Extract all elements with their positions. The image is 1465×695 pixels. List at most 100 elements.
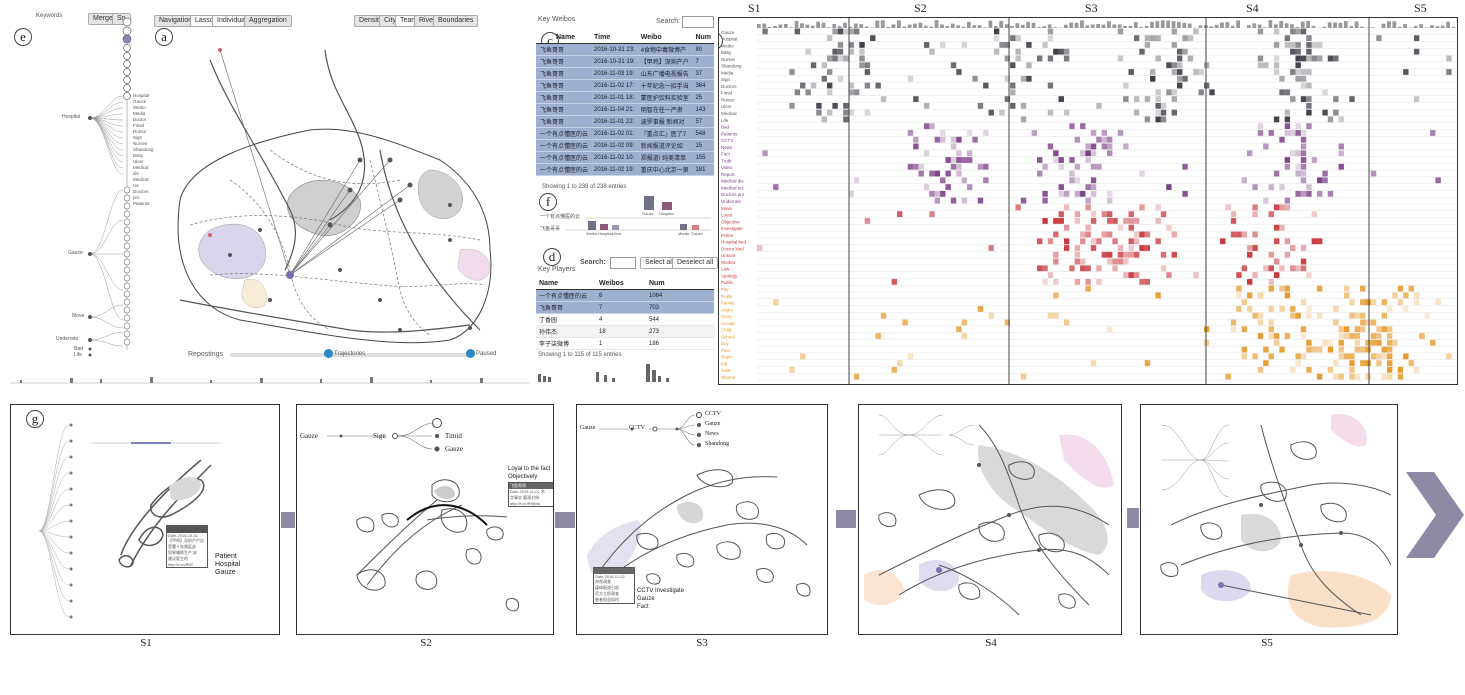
row-label[interactable]: Truth	[721, 158, 732, 163]
leaf[interactable]: Fimid	[133, 123, 144, 128]
row-label[interactable]: Investigate	[721, 226, 743, 231]
row-label[interactable]: Public	[721, 280, 734, 285]
row-label[interactable]: Angry	[721, 307, 734, 312]
leaf[interactable]: Weibo	[133, 105, 146, 110]
weibo-row[interactable]: 飞鱼哥哥 2016-11-03 19: 山东广播电视报告 37	[536, 67, 714, 80]
leaf[interactable]: Medical rec	[133, 177, 149, 188]
weibo-row[interactable]: 飞鱼哥哥 2016-11-02 17: 十年纪念一招手当 364	[536, 79, 714, 92]
tree-group-move[interactable]: Move	[72, 313, 85, 319]
row-label[interactable]: Worker	[721, 260, 736, 265]
row-label[interactable]: Nurses	[721, 57, 736, 62]
timeline-panel[interactable]: Gauze Hospital Weibo Baby Nurses Shandong Medi…	[718, 17, 1458, 385]
leaf[interactable]: Patients	[133, 201, 150, 206]
weibo-row[interactable]: 飞鱼哥哥 2016-10-31 23: 4食物中毒微博产 80	[536, 43, 714, 56]
row-label[interactable]: Pain	[721, 348, 731, 353]
row-label[interactable]: Sign	[721, 77, 731, 82]
tree-group-gauze[interactable]: Gauze	[68, 250, 83, 256]
weibo-search-input[interactable]	[682, 16, 714, 28]
select-all-button[interactable]: Select all	[640, 257, 679, 269]
row-label[interactable]: School	[721, 334, 735, 339]
weibo-row[interactable]: 飞鱼哥哥 2016-11-01 22: 波罗事报 新闻对 57	[536, 115, 714, 128]
row-label[interactable]: Kill	[721, 361, 727, 366]
row-label[interactable]: Rumor	[721, 97, 735, 102]
row-label[interactable]: Law	[721, 267, 730, 272]
row-label[interactable]: Doctors pro	[721, 192, 745, 197]
row-label[interactable]: Life	[721, 118, 729, 123]
weibo-row[interactable]: 飞鱼哥哥 2016-10-31 19: 【甲鸡】深圳产户 7	[536, 55, 714, 68]
snapshot-s3[interactable]: Gauze CCTV CCTV Gauze News Shandong Date…	[576, 404, 828, 635]
row-label[interactable]: Child	[721, 328, 732, 333]
map-canvas[interactable]	[150, 30, 530, 350]
col-name[interactable]: Name	[536, 32, 592, 44]
row-label[interactable]: Police	[721, 233, 734, 238]
row-label[interactable]: Gauze	[721, 30, 735, 35]
col-time[interactable]: Time	[591, 32, 638, 44]
row-label[interactable]: Apology	[721, 273, 738, 278]
row-label[interactable]: Loyal	[721, 213, 732, 218]
row-label[interactable]: Shandong	[721, 64, 742, 69]
row-label[interactable]: CCTV	[721, 138, 733, 143]
row-label[interactable]: Report	[721, 172, 735, 177]
player-row[interactable]: 丁香园 4 544	[536, 313, 714, 326]
row-label[interactable]: Family	[721, 301, 735, 306]
row-label[interactable]: Fact	[721, 152, 731, 157]
leaf[interactable]: Doctor	[133, 117, 147, 122]
leaf[interactable]: Sign	[133, 135, 143, 140]
navigation-button[interactable]: Navigation	[154, 15, 198, 27]
leaf[interactable]: Medical dis	[133, 165, 149, 176]
row-label[interactable]: Baby	[721, 50, 732, 55]
row-label[interactable]: Doctors	[721, 84, 737, 89]
deselect-all-button[interactable]: Deselect all	[672, 257, 719, 269]
row-label[interactable]: Joke	[721, 368, 731, 373]
row-label[interactable]: Unsure	[721, 253, 736, 258]
weibo-row[interactable]: 一个有点懂医的云 2016-11-02 19: 重庆中心北京一第 181	[536, 163, 714, 176]
row-label[interactable]: Shame	[721, 375, 736, 380]
leaf[interactable]: Ulcer	[133, 159, 144, 164]
row-label[interactable]: Medical dis	[721, 179, 744, 184]
leaf[interactable]: Baby	[133, 153, 144, 158]
tree-group-hospital[interactable]: Hospital	[62, 114, 81, 120]
weibo-row[interactable]: 一个有点懂医的云 2016-11-02 01: 『重点汇』医了7 548	[536, 127, 714, 140]
player-row[interactable]: 李子柒微博 1 186	[536, 337, 714, 350]
paused-handle[interactable]	[466, 349, 475, 358]
row-label[interactable]: Weibo	[721, 43, 734, 48]
row-label[interactable]: Accept	[721, 321, 736, 326]
row-label[interactable]: Boy	[721, 341, 730, 346]
row-label[interactable]: Reply	[721, 294, 733, 299]
leaf[interactable]: Hospital	[133, 93, 150, 98]
col-player-weibos[interactable]: Weibos	[596, 278, 646, 290]
leaf[interactable]: Media	[133, 111, 146, 116]
map-panel[interactable]: a Navigation Lasso Individual Aggregatio…	[150, 10, 530, 370]
leaf[interactable]: Gauze	[133, 99, 147, 104]
players-search-input[interactable]	[610, 257, 636, 269]
row-label[interactable]: News	[721, 145, 733, 150]
row-label[interactable]: Bad	[721, 125, 730, 130]
weibo-row[interactable]: 一个有点懂医的云 2016-11-02 10: 郑报道! 纯美清单 155	[536, 151, 714, 164]
snapshot-s4[interactable]	[858, 404, 1122, 635]
row-label[interactable]: Hospital	[721, 37, 737, 42]
col-player-num[interactable]: Num	[646, 278, 714, 290]
player-row[interactable]: 孙伟杰 18 273	[536, 325, 714, 338]
row-label[interactable]: Video	[721, 165, 733, 170]
row-label[interactable]: Patients	[721, 131, 738, 136]
row-label[interactable]: Medical	[721, 111, 737, 116]
snapshot-s5[interactable]	[1140, 404, 1398, 635]
player-row[interactable]: 一个有点懂医的云 6 1064	[536, 289, 714, 302]
leaf[interactable]: Doctors pro	[133, 189, 149, 200]
leaf[interactable]: Nurses	[133, 141, 148, 146]
row-label[interactable]: Doctor kind	[721, 246, 744, 251]
col-num[interactable]: Num	[692, 32, 714, 44]
row-label[interactable]: Medical rec	[721, 185, 745, 190]
row-label[interactable]: Objective	[721, 219, 740, 224]
boundaries-button[interactable]: Boundaries	[433, 15, 479, 27]
tree-group-bad[interactable]: Bad	[74, 346, 83, 352]
tree-group-life[interactable]: Life	[74, 352, 83, 358]
aggregation-button[interactable]: Aggregation	[244, 15, 292, 27]
col-player-name[interactable]: Name	[536, 278, 596, 290]
row-label[interactable]: Sorry	[721, 314, 733, 319]
player-row[interactable]: 飞鱼哥哥 7 703	[536, 301, 714, 314]
row-label[interactable]: Fimid	[721, 91, 732, 96]
leaf[interactable]: Rumor	[133, 129, 147, 134]
weibo-row[interactable]: 飞鱼哥哥 2016-11-01 18: 蒙医护饮料实验室 25	[536, 91, 714, 104]
